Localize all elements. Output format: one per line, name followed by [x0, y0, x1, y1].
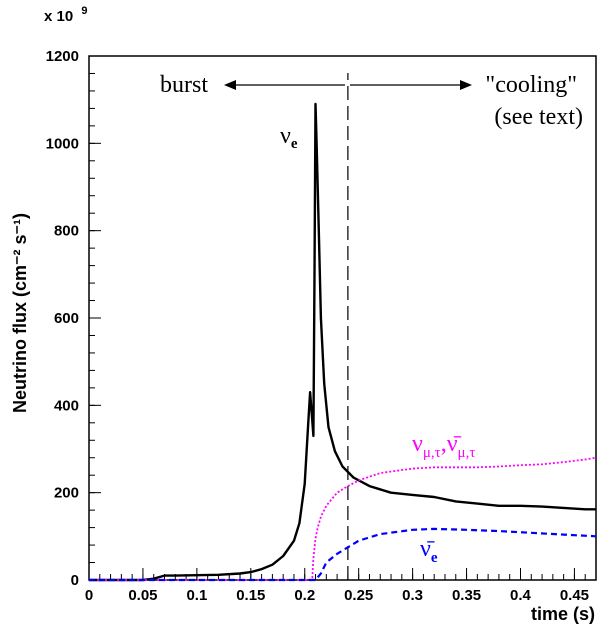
- axes: [88, 55, 597, 581]
- series-label-numu-tau: νμ,τ,ν̄μ,τ: [412, 431, 475, 461]
- y-tick-label: 400: [54, 397, 79, 414]
- series-label-nuebar: ν̄e: [420, 536, 438, 566]
- cooling-arrow: [350, 80, 472, 90]
- plot-frame: [88, 55, 597, 581]
- annotation-burst: burst: [160, 72, 208, 98]
- series-label-nue: νe: [280, 123, 298, 152]
- series-line-nue: [89, 102, 596, 582]
- x-tick-label: 0.25: [344, 587, 373, 604]
- y-multiplier-exponent: 9: [81, 5, 87, 17]
- y-tick-label: 1000: [46, 135, 79, 152]
- series-line-nuebar: [89, 527, 597, 582]
- series-line-numu-tau: [89, 456, 597, 581]
- y-axis-title: Neutrino flux (cm⁻² s⁻¹): [10, 213, 30, 413]
- burst-arrow: [224, 80, 345, 90]
- x-tick-label: 0.4: [510, 587, 532, 604]
- y-tick-label: 800: [54, 223, 79, 240]
- annotation-cooling: "cooling": [485, 72, 577, 98]
- x-tick-label: 0: [85, 587, 93, 604]
- x-tick-label: 0.15: [236, 587, 265, 604]
- x-tick-label: 0.3: [402, 587, 423, 604]
- y-tick-label: 600: [54, 310, 79, 327]
- y-tick-label: 0: [71, 572, 79, 589]
- y-tick-label: 1200: [46, 48, 79, 65]
- ticks: 0 0.05 0.1 0.15 0.2 0.25 0.3 0.35 0.4 0.45 0 200 400…: [46, 48, 597, 604]
- x-tick-label: 0.35: [452, 587, 481, 604]
- series-lines: [89, 102, 597, 582]
- x-tick-label: 0.1: [186, 587, 207, 604]
- x-tick-label: 0.45: [560, 587, 589, 604]
- x-tick-label: 0.05: [128, 587, 157, 604]
- y-tick-label: 200: [54, 485, 79, 502]
- x-tick-label: 0.2: [294, 587, 315, 604]
- x-axis-title: time (s): [531, 604, 595, 624]
- annotation-see-text: (see text): [494, 104, 583, 130]
- y-multiplier: x 10 9: [44, 5, 88, 25]
